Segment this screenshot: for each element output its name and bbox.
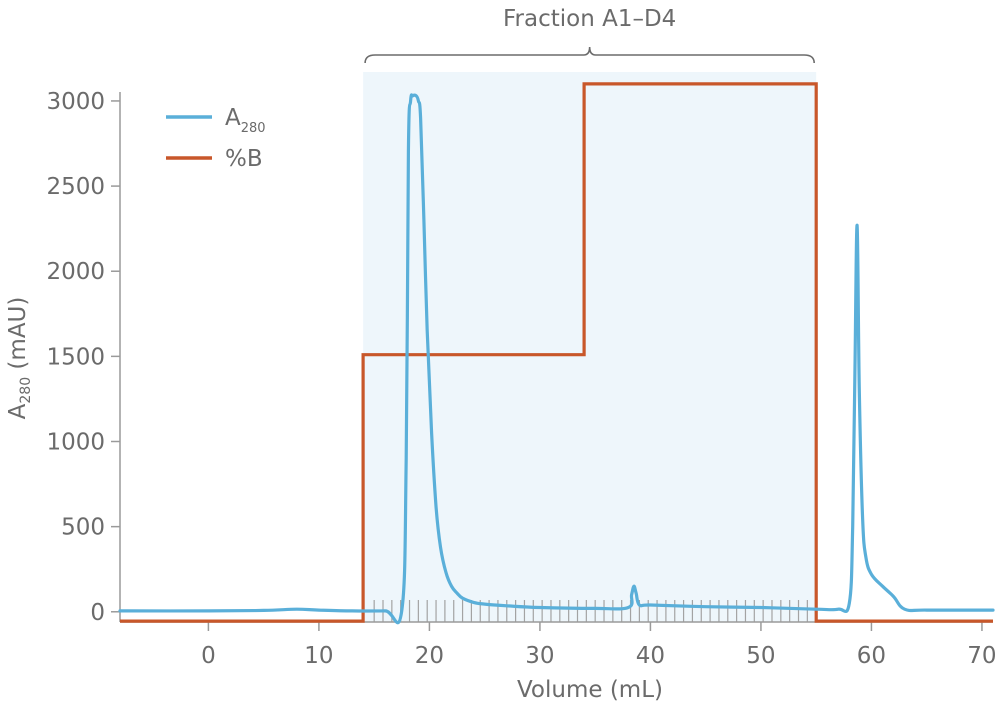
x-tick-label: 70	[967, 643, 996, 669]
x-tick-label: 60	[857, 643, 886, 669]
x-tick-label: 40	[636, 643, 665, 669]
fraction-label: Fraction A1–D4	[503, 6, 676, 32]
legend-label-a280-main: A	[225, 105, 241, 131]
y-tick-label: 1500	[46, 344, 105, 370]
fraction-brace	[364, 46, 815, 64]
y-tick-label: 1000	[46, 430, 105, 456]
y-axis-ticks: 0 500 1000 1500 2000 2500 3000	[46, 89, 120, 626]
y-tick-label: 0	[90, 600, 105, 626]
x-axis-ticks: 0 10 20 30 40 50 60 70	[201, 622, 997, 669]
y-axis-title-main: A	[5, 403, 31, 419]
legend-label-a280: A280	[225, 105, 266, 136]
y-axis-title-rest: (mAU)	[5, 297, 31, 377]
y-axis-title: A280 (mAU)	[5, 297, 34, 420]
x-tick-label: 20	[415, 643, 444, 669]
x-tick-label: 50	[746, 643, 775, 669]
y-tick-label: 2500	[46, 174, 105, 200]
y-tick-label: 500	[61, 515, 105, 541]
legend-label-percent-b: %B	[225, 146, 263, 172]
x-tick-label: 30	[525, 643, 554, 669]
x-tick-label: 0	[201, 643, 216, 669]
series-percent-b-line	[120, 82, 993, 623]
legend-label-a280-sub: 280	[241, 121, 266, 136]
legend: A280 %B	[166, 105, 266, 172]
y-axis-title-sub: 280	[18, 377, 34, 404]
fraction-ticks	[373, 600, 808, 622]
series-a280-line	[118, 93, 995, 625]
y-tick-label: 2000	[46, 259, 105, 285]
x-axis-title: Volume (mL)	[517, 677, 663, 703]
x-tick-label: 10	[304, 643, 333, 669]
y-tick-label: 3000	[46, 89, 105, 115]
fraction-region	[363, 72, 817, 622]
